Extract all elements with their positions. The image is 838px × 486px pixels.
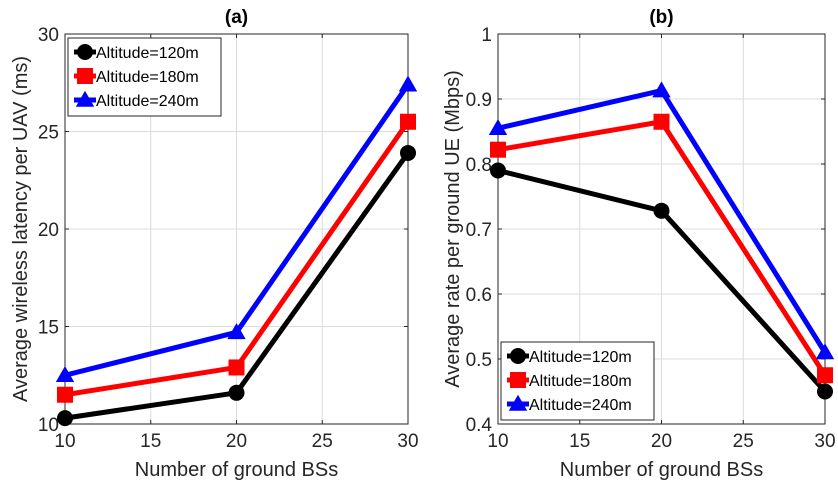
x-tick-label: 30 xyxy=(814,431,835,452)
legend-marker xyxy=(510,348,526,364)
data-point xyxy=(228,359,245,376)
legend-marker xyxy=(510,372,526,388)
y-tick-label: 0.6 xyxy=(466,285,492,306)
legend-marker xyxy=(77,44,93,60)
x-tick-label: 20 xyxy=(226,431,247,452)
chart-panel-0: 10 15 20 25 30 10 15 20 25 30 (a) Number of ground … xyxy=(10,7,419,481)
data-point xyxy=(653,113,670,130)
y-tick-label: 0.4 xyxy=(466,415,493,436)
legend: Altitude=120m Altitude=180m Altitude=240m xyxy=(500,341,655,421)
data-point xyxy=(400,113,416,130)
data-point xyxy=(817,367,833,384)
chart-title: (a) xyxy=(225,7,248,28)
chart-panel-1: 10 15 20 25 30 0.4 0.5 0.6 0.7 0.8 0.9 1 (b) Number o… xyxy=(442,7,836,481)
x-tick-label: 10 xyxy=(54,431,75,452)
data-point xyxy=(815,343,835,360)
legend: Altitude=120m Altitude=180m Altitude=240m xyxy=(67,37,222,117)
y-tick-label: 1 xyxy=(481,25,492,46)
y-tick-label: 0.9 xyxy=(466,90,492,111)
x-tick-label: 25 xyxy=(312,431,333,452)
data-point xyxy=(490,162,506,179)
x-tick-label: 30 xyxy=(397,431,418,452)
y-tick-label: 0.7 xyxy=(466,220,492,241)
legend-label: Altitude=120m xyxy=(529,349,632,366)
data-point xyxy=(488,119,508,136)
legend-marker xyxy=(77,68,93,84)
legend-marker xyxy=(508,394,528,411)
x-tick-label: 10 xyxy=(487,431,508,452)
legend-marker xyxy=(75,90,95,107)
x-tick-label: 15 xyxy=(140,431,161,452)
legend-label: Altitude=240m xyxy=(96,93,199,110)
y-tick-label: 10 xyxy=(38,415,59,436)
data-point xyxy=(227,323,246,340)
x-axis-label: Number of ground BSs xyxy=(560,459,763,481)
legend-label: Altitude=180m xyxy=(96,69,199,86)
y-tick-label: 0.8 xyxy=(466,155,492,176)
x-tick-label: 20 xyxy=(651,431,672,452)
chart-title: (b) xyxy=(649,7,673,28)
data-point xyxy=(57,410,73,427)
x-axis-label: Number of ground BSs xyxy=(135,459,338,481)
legend-label: Altitude=180m xyxy=(529,373,632,390)
x-tick-label: 15 xyxy=(569,431,590,452)
y-tick-label: 0.5 xyxy=(466,350,492,371)
y-axis-label: Average wireless latency per UAV (ms) xyxy=(10,56,32,402)
y-tick-label: 20 xyxy=(38,220,59,241)
data-point xyxy=(57,386,73,403)
data-point xyxy=(55,366,75,383)
y-tick-label: 25 xyxy=(38,123,59,144)
y-tick-label: 15 xyxy=(38,318,59,339)
data-point xyxy=(398,75,418,92)
data-point xyxy=(653,202,670,219)
y-tick-label: 30 xyxy=(38,25,59,46)
data-point xyxy=(652,81,671,98)
x-tick-label: 25 xyxy=(733,431,754,452)
y-axis-label: Average rate per ground UE (Mbps) xyxy=(442,70,464,388)
data-point xyxy=(400,144,416,161)
data-point xyxy=(817,383,833,400)
data-point xyxy=(228,384,245,401)
legend-label: Altitude=120m xyxy=(96,45,199,62)
data-point xyxy=(490,141,506,158)
legend-label: Altitude=240m xyxy=(529,397,632,414)
